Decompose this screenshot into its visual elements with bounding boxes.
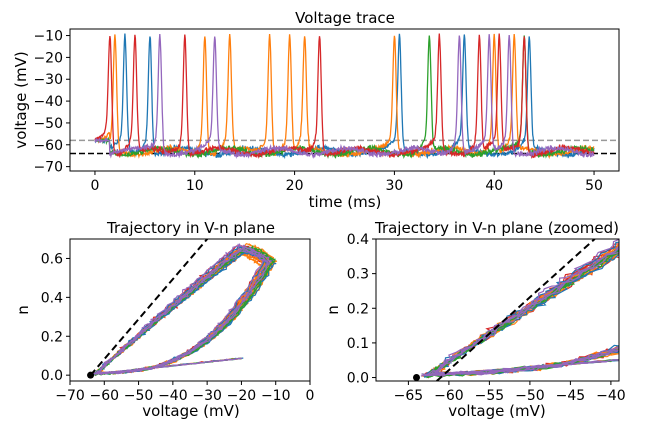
vn-plane-zoomed-xtick-label: −45 <box>556 388 586 404</box>
vn-plane-zoomed-trajectory <box>423 251 619 378</box>
vn-plane-zoomed-ytick-label: 0.3 <box>347 267 369 283</box>
vn-plane-zoomed-trajectory <box>424 249 619 378</box>
voltage-trace-xticks: 0 10 20 30 40 50 <box>90 171 603 194</box>
voltage-trace-xtick-label: 20 <box>286 178 304 194</box>
voltage-trace-frame <box>69 28 620 172</box>
vn-plane-zoomed-xtick-label: −60 <box>434 388 464 404</box>
vn-plane-zoomed-trajectory <box>426 244 619 376</box>
vn-plane-xtick-label: −70 <box>55 388 85 404</box>
vn-plane-zoomed-xtick-label: −65 <box>394 388 424 404</box>
vn-plane-zoomed-trajectory <box>423 245 619 377</box>
vn-plane-zoomed-trajectory <box>425 251 619 377</box>
vn-plane-zoomed-trajectory <box>423 254 619 377</box>
vn-plane-ytick-label: 0.6 <box>41 251 63 267</box>
voltage-trace-xtick-label: 40 <box>485 178 503 194</box>
vn-plane-zoomed-trajectory <box>422 246 619 377</box>
voltage-trace-series <box>70 33 619 160</box>
vn-plane-zoomed-trajectory <box>422 245 619 377</box>
vn-plane-zoomed-trajectory <box>432 359 619 376</box>
voltage-trace-yticks: −70 −60 −50 −40 −30 −20 −10 <box>33 29 70 176</box>
vn-plane-zoomed-trajectory <box>429 358 619 377</box>
voltage-trace-ytick-label: −20 <box>33 50 63 66</box>
vn-plane-zoomed-ytick-label: 0.0 <box>347 371 369 387</box>
vn-plane-trajectory <box>93 249 270 376</box>
vn-plane-zoomed-trajectory <box>426 252 619 379</box>
vn-plane-zoomed-ylabel: n <box>324 305 342 315</box>
voltage-trace-ytick-label: −50 <box>33 116 63 132</box>
vn-plane-xtick-label: −20 <box>227 388 257 404</box>
vn-plane-xtick-label: −40 <box>158 388 188 404</box>
vn-plane-zoomed-nullcline <box>436 239 596 381</box>
vn-plane-xtick-label: −10 <box>261 388 291 404</box>
vn-plane-zoomed-trajectory <box>422 250 619 378</box>
vn-plane-ylabel: n <box>14 305 32 315</box>
vn-plane-zoomed-trajectory <box>424 242 619 378</box>
vn-plane-zoomed-trajectory <box>424 247 619 378</box>
vn-plane-zoomed-trajectory <box>421 252 619 377</box>
vn-plane-zoomed-xtick-label: −55 <box>475 388 505 404</box>
vn-plane-trajectories <box>87 239 278 379</box>
vn-plane-zoomed-ytick-label: 0.2 <box>347 301 369 317</box>
vn-plane-title: Trajectory in V-n plane <box>106 219 275 237</box>
voltage-series-5 <box>94 34 595 159</box>
vn-plane-yticks: 0.0 0.2 0.4 0.6 <box>41 251 70 384</box>
vn-plane-zoomed-title: Trajectory in V-n plane (zoomed) <box>374 219 619 237</box>
vn-plane-zoomed-trajectory <box>422 248 619 377</box>
vn-plane-panel: Trajectory in V-n plane −70 −60 −50 −40 −30−… <box>14 219 314 420</box>
vn-plane-frame <box>69 238 311 382</box>
vn-plane-zoomed-trajectories <box>413 239 619 381</box>
voltage-trace-xtick-label: 10 <box>186 178 204 194</box>
vn-plane-zoomed-trajectory <box>423 246 619 377</box>
voltage-trace-xtick-label: 50 <box>585 178 603 194</box>
vn-plane-zoomed-yticks: 0.0 0.1 0.2 0.3 0.4 <box>347 232 376 387</box>
voltage-trace-xlabel: time (ms) <box>309 193 382 211</box>
vn-plane-zoomed-trajectory <box>425 245 619 378</box>
vn-plane-trajectory <box>97 357 241 375</box>
vn-plane-zoomed-xticks: −65 −60 −55 −50 −45 −40 <box>394 381 626 404</box>
vn-plane-zoomed-panel: Trajectory in V-n plane (zoomed) −65 −60−… <box>324 219 626 420</box>
vn-plane-zoomed-trajectory <box>425 251 619 378</box>
vn-plane-zoomed-trajectory <box>423 251 619 377</box>
voltage-trace-panel: Voltage trace 0 10 20 30 40 50 −70 −60 −50 −40 −3… <box>12 9 620 211</box>
vn-plane-xticks: −70 −60 −50 −40 −30 −20 −10 0 <box>55 381 314 404</box>
vn-plane-zoomed-ytick-label: 0.1 <box>347 336 369 352</box>
vn-plane-ytick-label: 0.4 <box>41 290 63 306</box>
vn-plane-ytick-label: 0.0 <box>41 368 63 384</box>
vn-plane-xtick-label: 0 <box>306 388 315 404</box>
vn-plane-xtick-label: −60 <box>90 388 120 404</box>
voltage-trace-title: Voltage trace <box>295 9 395 27</box>
vn-plane-trajectory <box>94 247 270 375</box>
vn-plane-zoomed-trajectory <box>421 247 619 376</box>
voltage-trace-ytick-label: −60 <box>33 138 63 154</box>
vn-plane-zoomed-trajectory <box>422 253 619 378</box>
vn-plane-zoomed-trajectory <box>426 248 619 379</box>
voltage-trace-ytick-label: −10 <box>33 29 63 45</box>
voltage-trace-ytick-label: −30 <box>33 72 63 88</box>
voltage-trace-ytick-label: −40 <box>33 94 63 110</box>
vn-plane-zoomed-rest-point <box>413 374 420 381</box>
vn-plane-zoomed-trajectory <box>423 241 619 378</box>
vn-plane-xtick-label: −50 <box>124 388 154 404</box>
vn-plane-zoomed-trajectory <box>420 239 619 377</box>
vn-plane-nullcline <box>89 239 209 376</box>
vn-plane-zoomed-xtick-label: −50 <box>515 388 545 404</box>
voltage-trace-ytick-label: −70 <box>33 160 63 176</box>
voltage-series-4 <box>94 33 595 160</box>
vn-plane-zoomed-xlabel: voltage (mV) <box>448 402 545 420</box>
voltage-trace-ylabel: voltage (mV) <box>12 51 30 148</box>
vn-plane-xlabel: voltage (mV) <box>142 402 239 420</box>
vn-plane-zoomed-frame <box>375 238 620 382</box>
vn-plane-xtick-label: −30 <box>192 388 222 404</box>
voltage-trace-xtick-label: 0 <box>90 178 99 194</box>
voltage-trace-xtick-label: 30 <box>385 178 403 194</box>
vn-plane-zoomed-trajectory <box>425 247 619 377</box>
vn-plane-zoomed-trajectory <box>424 245 619 378</box>
vn-plane-zoomed-xtick-label: −40 <box>596 388 626 404</box>
vn-plane-ytick-label: 0.2 <box>41 329 63 345</box>
vn-plane-zoomed-ytick-label: 0.4 <box>347 232 369 248</box>
vn-plane-zoomed-trajectory <box>424 254 619 378</box>
vn-plane-zoomed-trajectory <box>424 245 619 377</box>
vn-plane-rest-point <box>87 371 95 379</box>
